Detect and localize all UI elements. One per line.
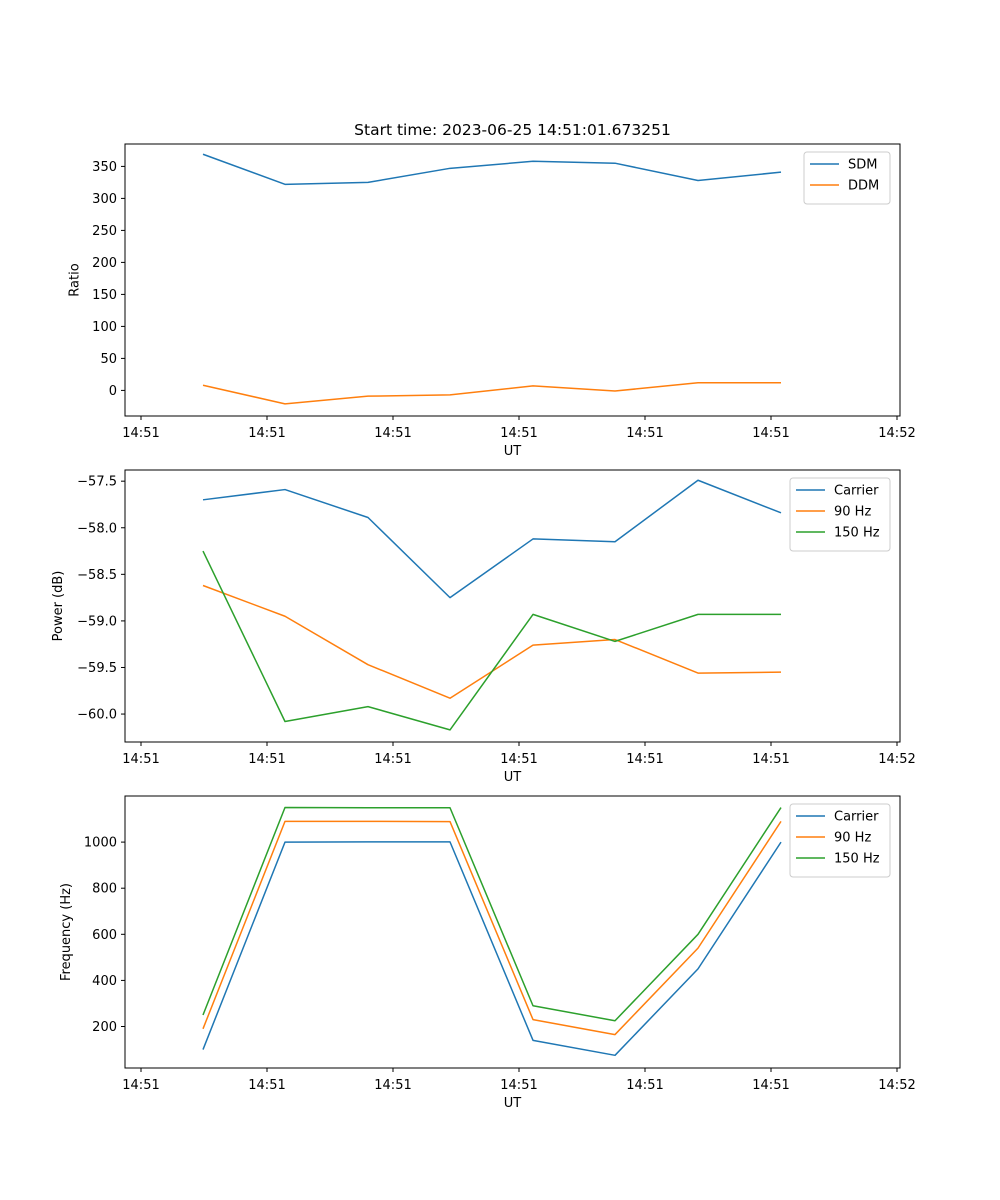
x-tick-label: 14:51 — [374, 752, 411, 767]
y-tick-label: 1000 — [84, 836, 117, 851]
x-tick-label: 14:51 — [122, 1078, 159, 1093]
y-tick-label: 200 — [92, 1020, 117, 1035]
y-tick-label: 0 — [109, 384, 117, 399]
y-tick-label: 600 — [92, 928, 117, 943]
series-line-90-hz — [202, 584, 782, 699]
y-tick-label: −59.0 — [77, 614, 117, 629]
plot-frame — [124, 143, 901, 417]
x-tick-label: 14:51 — [374, 426, 411, 441]
series-line-ddm — [202, 381, 781, 405]
y-tick-label: 100 — [92, 320, 117, 335]
y-tick-label: −60.0 — [77, 708, 117, 723]
y-tick-label: 250 — [92, 224, 117, 239]
y-tick-label: 150 — [92, 288, 117, 303]
y-tick-label: 50 — [100, 352, 117, 367]
x-axis-label: UT — [504, 1096, 522, 1111]
y-tick-label: 350 — [92, 160, 117, 175]
x-tick-label: 14:51 — [626, 1078, 663, 1093]
x-tick-label: 14:51 — [752, 426, 789, 441]
x-tick-label: 14:52 — [878, 1078, 915, 1093]
x-tick-label: 14:51 — [248, 426, 285, 441]
x-tick-label: 14:51 — [626, 752, 663, 767]
x-tick-label: 14:51 — [500, 752, 537, 767]
y-axis-label: Power (dB) — [51, 571, 66, 642]
x-tick-label: 14:51 — [626, 426, 663, 441]
y-axis-label: Ratio — [67, 263, 82, 296]
legend: Carrier 90 Hz 150 Hz — [789, 477, 891, 552]
y-axis-label: Frequency (Hz) — [59, 883, 74, 981]
x-tick-label: 14:51 — [248, 1078, 285, 1093]
series-line-sdm — [202, 153, 782, 186]
series-line-150-hz — [202, 806, 782, 1022]
x-tick-label: 14:51 — [752, 752, 789, 767]
x-tick-label: 14:51 — [752, 1078, 789, 1093]
series-line-carrier — [202, 841, 782, 1057]
x-tick-label: 14:51 — [122, 752, 159, 767]
chart-title: Start time: 2023-06-25 14:51:01.673251 — [354, 121, 671, 139]
legend-box — [803, 151, 891, 205]
y-tick-label: −58.5 — [77, 568, 117, 583]
x-tick-label: 14:52 — [878, 752, 915, 767]
panel-2: 14:51 14:51 14:51 14:51 14:51 14:51 14:52 UT −60… — [51, 469, 916, 785]
series-line-carrier — [202, 479, 782, 599]
x-tick-label: 14:52 — [878, 426, 915, 441]
legend-label: SDM — [848, 158, 877, 173]
y-tick-label: 400 — [92, 974, 117, 989]
x-tick-label: 14:51 — [122, 426, 159, 441]
panel-1: Start time: 2023-06-25 14:51:01.673251 14… — [67, 121, 915, 459]
legend-label: Carrier — [834, 810, 879, 825]
legend-label: 90 Hz — [834, 505, 871, 520]
plot-frame — [124, 795, 901, 1069]
legend: Carrier 90 Hz 150 Hz — [789, 803, 891, 878]
x-tick-label: 14:51 — [500, 426, 537, 441]
y-tick-label: 200 — [92, 256, 117, 271]
y-tick-label: −58.0 — [77, 521, 117, 536]
y-tick-label: 800 — [92, 882, 117, 897]
legend-label: 90 Hz — [834, 831, 871, 846]
y-tick-label: −59.5 — [77, 661, 117, 676]
series-line-90-hz — [202, 820, 782, 1036]
legend: SDM DDM — [803, 151, 891, 205]
x-tick-label: 14:51 — [248, 752, 285, 767]
x-tick-label: 14:51 — [374, 1078, 411, 1093]
x-axis-label: UT — [504, 444, 522, 459]
legend-label: 150 Hz — [834, 852, 880, 867]
legend-label: DDM — [848, 179, 879, 194]
panel-3: 14:51 14:51 14:51 14:51 14:51 14:51 14:52 UT 200… — [59, 795, 916, 1111]
x-axis-label: UT — [504, 770, 522, 785]
y-tick-label: 300 — [92, 192, 117, 207]
legend-label: Carrier — [834, 484, 879, 499]
legend-label: 150 Hz — [834, 526, 880, 541]
x-tick-label: 14:51 — [500, 1078, 537, 1093]
plot-frame — [124, 469, 901, 743]
series-line-150-hz — [202, 550, 781, 731]
y-tick-label: −57.5 — [77, 475, 117, 490]
